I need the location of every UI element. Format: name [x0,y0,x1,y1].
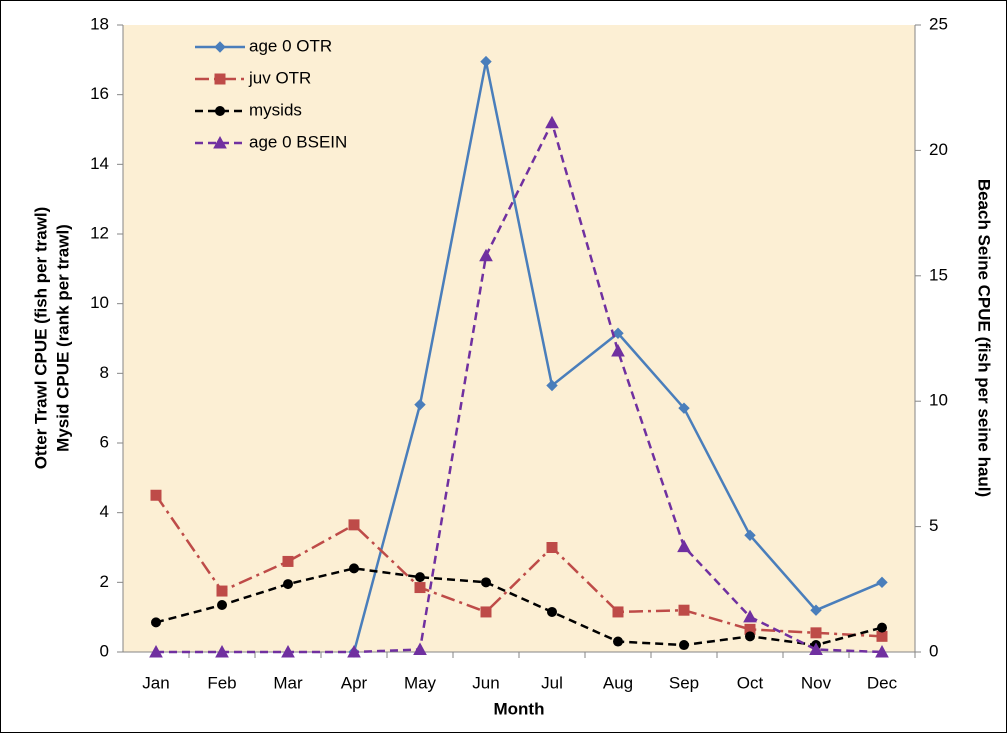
x-tick-label: Oct [737,673,764,692]
marker [282,555,294,567]
y2-tick-label: 5 [929,516,938,535]
marker [480,606,492,618]
x-tick-label: Apr [341,673,368,692]
marker [677,539,691,553]
marker [613,636,623,647]
marker [745,631,755,642]
marker [744,529,756,542]
marker [480,55,492,68]
marker [809,642,823,655]
marker [679,640,689,651]
marker [414,582,426,594]
y-tick-label: 14 [90,154,109,173]
y-tick-label: 2 [100,572,109,591]
marker [213,135,227,149]
y-axis-label: Mysid CPUE (rank per trawl) [53,224,72,452]
marker [150,489,162,501]
x-tick-label: Aug [603,673,633,692]
y-axis-label: Otter Trawl CPUE (fish per trawl) [31,207,50,470]
y-tick-label: 12 [90,223,109,242]
marker [875,644,889,658]
x-tick-label: Jan [142,673,169,692]
marker [347,644,361,658]
series-line [154,494,883,638]
marker [348,519,360,531]
y-tick-label: 6 [100,432,109,451]
x-tick-label: Feb [207,673,236,692]
marker [414,398,426,411]
y-tick-label: 18 [90,14,109,33]
legend-label: age 0 OTR [249,36,332,55]
marker [215,644,229,658]
x-tick-label: May [404,673,437,692]
series-line [156,119,883,654]
marker [151,617,161,628]
y-tick-label: 0 [100,641,109,660]
marker [743,609,757,623]
y2-tick-label: 25 [929,14,948,33]
marker [216,585,228,597]
x-tick-label: Mar [273,673,303,692]
marker [810,627,822,639]
x-tick-label: Dec [867,673,898,692]
marker [810,604,822,616]
y2-tick-label: 10 [929,391,948,410]
marker [877,622,887,633]
marker [349,563,359,574]
x-tick-label: Jun [472,673,499,692]
marker [876,576,888,589]
x-axis-label: Month [494,699,545,718]
marker [214,41,226,53]
y2-axis-label: Beach Seine CPUE (fish per seine haul) [975,179,994,497]
marker [678,402,690,414]
marker [876,630,888,642]
marker [217,599,227,610]
marker [546,379,558,392]
y-tick-label: 4 [100,502,109,521]
series-line [155,567,883,647]
x-tick-label: Nov [801,673,832,692]
y-tick-label: 10 [90,293,109,312]
marker [547,606,557,617]
y2-tick-label: 15 [929,265,948,284]
marker [283,579,293,590]
y2-tick-label: 20 [929,140,948,159]
marker [481,577,491,588]
marker [546,542,558,553]
y-tick-label: 8 [100,363,109,382]
x-tick-label: Jul [541,673,563,692]
plot-area [123,25,915,652]
marker [214,73,226,85]
marker [612,327,624,339]
x-tick-label: Sep [669,673,699,692]
legend-label: age 0 BSEIN [249,132,347,151]
marker [479,248,493,262]
y-tick-label: 16 [90,84,109,103]
y2-tick-label: 0 [929,641,938,660]
marker [611,343,625,357]
marker [545,115,559,129]
legend-label: mysids [249,100,302,119]
marker [413,642,427,655]
legend-label: juv OTR [248,68,311,87]
marker [215,106,225,116]
marker [612,606,624,618]
marker [415,572,425,583]
marker [678,604,690,616]
marker [149,644,163,658]
marker [281,644,295,658]
